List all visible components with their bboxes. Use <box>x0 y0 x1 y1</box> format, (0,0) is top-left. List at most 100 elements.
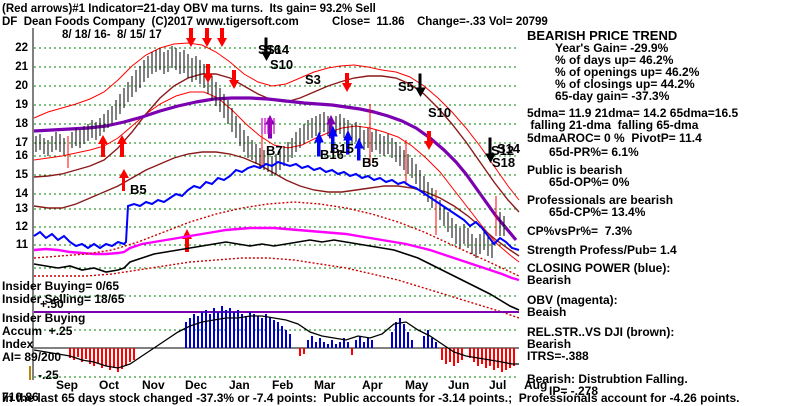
closings-up-stat: % of closings up= 44.2% <box>555 77 695 91</box>
annotation-s18: S18 <box>492 155 516 170</box>
month-label-jun: Jun <box>448 378 470 392</box>
annotation-s14-right: S14 <box>497 141 521 156</box>
indicator-headline: (Red arrows)#1 Indicator=21-day OBV ma t… <box>2 3 376 15</box>
sell-arrow-icons <box>186 28 434 150</box>
accum-minus-25-label: -.25 <box>38 368 59 382</box>
index-label: Index <box>2 337 34 351</box>
op65-stat: 65d-OP%= 0% <box>549 175 630 189</box>
cp-trend-lower-dotted <box>34 257 520 319</box>
closing-power-status: Bearish <box>527 273 572 287</box>
obv-title: OBV (magenta): <box>527 293 618 307</box>
y-tick-14: 14 <box>15 188 28 200</box>
purple-arrow-icon <box>265 114 275 139</box>
month-label-apr: Apr <box>362 378 383 392</box>
y-tick-21: 21 <box>15 61 28 73</box>
price-secondary-line <box>33 239 520 311</box>
month-label-aug: Aug <box>524 378 548 392</box>
accumulation-histogram <box>69 306 515 372</box>
annotation-b5-second: B5 <box>362 155 379 170</box>
lower-band-line <box>33 91 520 263</box>
month-label-sep: Sep <box>56 378 79 392</box>
buy-arrow-icon <box>98 135 108 157</box>
status-bar-text: In the last 65 days stock changed -37.3%… <box>2 391 740 405</box>
cp-vs-pr-stat: CP%vsPr%= 7.3% <box>527 224 633 238</box>
dma-trend-summary: falling 21-dma falling 65-dma <box>527 118 699 132</box>
annotation-s16: S16 <box>258 42 282 57</box>
month-label-nov: Nov <box>142 378 165 392</box>
public-sentiment-label: Public is bearish <box>527 163 623 177</box>
y-tick-18: 18 <box>15 118 28 130</box>
blue-buy-arrow-icon <box>354 137 364 161</box>
insider-buying-label: Insider Buying= 0/65 <box>2 279 120 293</box>
distribution-bars-red <box>69 348 515 372</box>
annotation-s10-right: S10 <box>428 105 452 120</box>
distribution-status: Bearish: Distrubtion Falling. <box>527 372 688 386</box>
month-label-oct: Oct <box>99 378 120 392</box>
security-header: DF Dean Foods Company (C)2017 www.tigers… <box>2 16 299 29</box>
accumulation-bars-blue <box>185 306 437 348</box>
relative-strength-status: Bearish <box>527 337 572 351</box>
buy-arrow-icon <box>117 135 127 157</box>
closing-power-gridlines <box>34 193 519 269</box>
annotation-s12: S12 <box>491 143 515 158</box>
black-down-arrow-icon <box>415 73 426 98</box>
sell-arrow-icon <box>424 131 434 150</box>
black-down-arrow-icon <box>261 37 272 62</box>
moving-average-65dma-line <box>33 96 518 242</box>
month-label-feb: Feb <box>272 378 294 392</box>
sell-arrow-icon <box>186 28 196 47</box>
professionals-sentiment-label: Professionals are bearish <box>527 193 674 207</box>
annotation-b7: B7 <box>266 143 283 158</box>
month-label-jan: Jan <box>229 378 250 392</box>
ip-stat: IP= -.278 <box>549 384 599 398</box>
annotation-s3: S3 <box>305 72 321 87</box>
sell-arrow-icon <box>217 28 227 47</box>
black-signal-arrow-icons <box>261 37 496 164</box>
copyright-label: (C)2017 <box>151 16 194 28</box>
blue-buy-arrow-icon <box>314 131 324 157</box>
buy-arrow-icon <box>119 169 129 191</box>
closing-power-value-overlay: 710.86 <box>2 390 39 404</box>
annotation-s14: S14 <box>266 42 290 57</box>
accum-gridlines <box>34 295 519 378</box>
relative-strength-title: REL.STR..VS DJI (brown): <box>527 325 675 339</box>
annotation-b16: B16 <box>320 147 344 162</box>
dma-summary: 5dma= 11.9 21dma= 14.2 65dma=16.5 <box>527 106 739 120</box>
obv-status: Beaish <box>527 305 567 319</box>
upper-band-line <box>33 42 520 201</box>
annotation-s10-left: S10 <box>270 57 294 72</box>
sell-arrow-icon <box>203 64 213 83</box>
strength-profess-pub-stat: Strength Profess/Pub= 1.4 <box>527 243 677 257</box>
blue-buy-arrow-icon <box>343 129 353 155</box>
aroc-pivot-summary: 5dmaAROC= 0 % PivotP= 11.4 <box>527 131 702 145</box>
obv-line <box>33 226 520 282</box>
years-gain-stat: Year's Gain= -29.9% <box>555 41 669 55</box>
closing-power-title: CLOSING POWER (blue): <box>527 261 671 275</box>
insider-selling-label: Insider Selling= 18/65 <box>2 292 125 306</box>
close-price-label: Close= 11.86 <box>332 16 405 28</box>
y-tick-13: 13 <box>15 203 28 215</box>
y-tick-15: 15 <box>15 169 28 181</box>
panel-title: BEARISH PRICE TREND <box>527 28 678 43</box>
openings-up-stat: % of openings up= 46.2% <box>555 65 700 79</box>
annotation-b15: B15 <box>330 141 354 156</box>
ai-value-label: AI= 89/200 <box>2 350 62 364</box>
cp-trend-upper-dotted <box>33 201 520 277</box>
change-volume-label: Change=-.33 Vol= 20799 <box>417 16 548 28</box>
y-tick-22: 22 <box>15 42 28 54</box>
website-link[interactable]: www.tigersoft.com <box>196 16 299 28</box>
accumulation-index-line <box>33 315 519 369</box>
month-label-dec: Dec <box>185 378 208 392</box>
y-tick-17: 17 <box>15 137 28 149</box>
month-label-mar: Mar <box>314 378 336 392</box>
relative-strength-secondary <box>33 151 520 257</box>
itrs-stat: ITRS=-.388 <box>527 349 589 363</box>
cp65-stat: 65d-CP%= 13.4% <box>549 205 646 219</box>
blue-buy-arrow-icons <box>314 125 364 161</box>
days-up-stat: % of days up= 46.2% <box>555 53 674 67</box>
y-tick-20: 20 <box>15 80 28 92</box>
accum-label: Accum +.25 <box>2 324 73 338</box>
annotation-b5: B5 <box>130 182 147 197</box>
blue-buy-arrow-icon <box>328 125 338 153</box>
